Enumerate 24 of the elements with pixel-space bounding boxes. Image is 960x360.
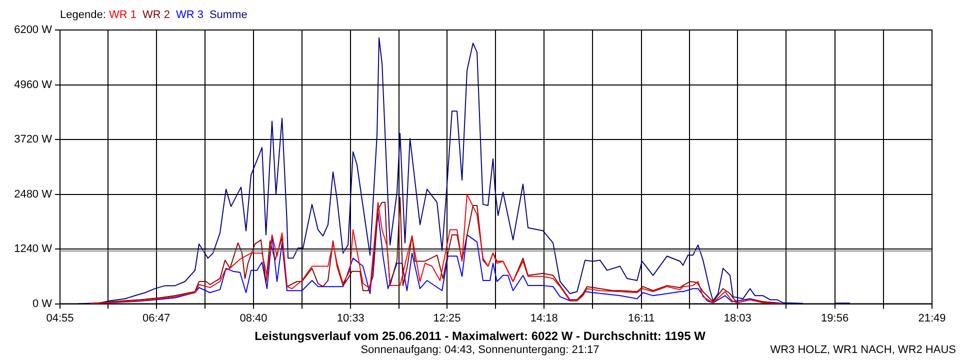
y-tick-label: 4960 W	[14, 78, 53, 91]
text: WR 3	[176, 9, 204, 21]
x-tick-label: 16:11	[628, 312, 655, 324]
text: Leistungsverlauf vom 25.06.2011 - Maximalwert: 6022 W - Durchschnitt: 1195 W	[254, 329, 706, 343]
x-tick-label: 14:18	[530, 312, 558, 324]
x-tick-label: 10:33	[336, 312, 364, 324]
y-tick-label: 1240 W	[14, 243, 53, 256]
x-tick-label: 04:55	[46, 312, 74, 324]
text: Sonnenaufgang: 04:43, Sonnenuntergang: 21:17	[360, 344, 600, 356]
y-tick-label: 0 W	[32, 298, 53, 310]
text: WR3 HOLZ, WR1 NACH, WR2 HAUS	[770, 344, 956, 356]
y-tick-label: 3720 W	[14, 134, 53, 146]
x-tick-label: 08:40	[240, 312, 268, 324]
y-tick-label: 2480 W	[14, 188, 53, 200]
text: WR 1	[108, 9, 136, 21]
text: WR 2	[142, 9, 170, 21]
x-tick-label: 18:03	[724, 312, 752, 324]
text: Summe	[209, 9, 248, 21]
x-tick-label: 21:49	[918, 312, 946, 324]
y-tick-label: 6200 W	[14, 24, 53, 36]
x-tick-label: 06:47	[142, 312, 170, 324]
legend-title: Legende:	[60, 9, 107, 21]
x-tick-label: 12:25	[433, 312, 461, 324]
x-tick-label: 19:56	[821, 312, 849, 324]
